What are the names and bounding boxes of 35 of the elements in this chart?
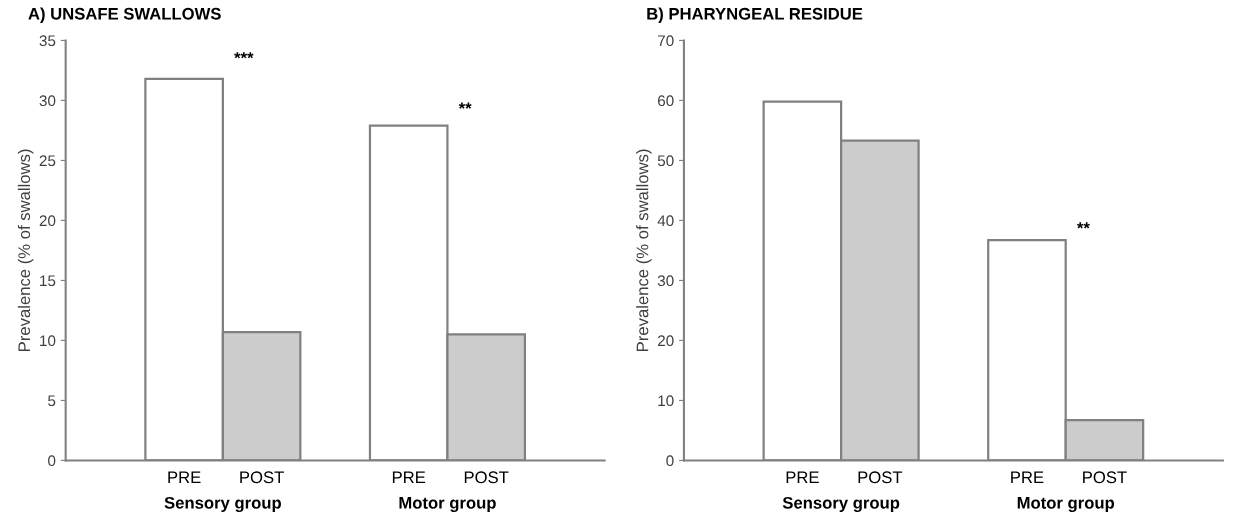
- y-tick-label: 0: [48, 455, 56, 467]
- text: PRE: [392, 471, 426, 483]
- x-tick-label: Sensory group: [164, 496, 281, 513]
- y-tick-label: 30: [657, 275, 674, 287]
- y-tick-label: 10: [658, 395, 674, 407]
- x-tick-label: Sensory group: [782, 496, 900, 513]
- series-label: PRE: [786, 471, 819, 483]
- text: POST: [1083, 471, 1127, 484]
- text: POST: [464, 471, 509, 484]
- series-label: PRE: [168, 471, 201, 483]
- y-tick-label: 70: [658, 35, 674, 47]
- y-tick-label: 35: [39, 35, 56, 47]
- y-tick-label: 0: [666, 455, 674, 467]
- series-label: POST: [858, 471, 903, 484]
- chart-title: A) UNSAFE SWALLOWS: [28, 7, 221, 23]
- text: PRE: [1011, 471, 1044, 483]
- y-tick-label: 30: [39, 95, 56, 107]
- y-tick-label: 5: [48, 395, 56, 407]
- chart-title: B) PHARYNGEAL RESIDUE: [647, 7, 863, 23]
- y-axis-title: Prevalence (% of swallows): [636, 149, 652, 351]
- y-tick-label: 20: [39, 215, 56, 227]
- x-tick-label: Motor group: [399, 497, 496, 513]
- x-tick-label: Motor group: [1017, 497, 1115, 513]
- annotation: **: [1076, 222, 1090, 229]
- y-tick-label: 10: [40, 335, 56, 347]
- y-axis-title: Prevalence (% of swallows): [17, 149, 34, 351]
- y-tick-label: 15: [40, 275, 56, 287]
- annotation: **: [458, 102, 472, 109]
- y-tick-label: 40: [657, 215, 674, 227]
- y-tick-label: 50: [657, 155, 674, 167]
- y-tick-label: 60: [657, 95, 674, 107]
- annotation: ***: [234, 52, 254, 59]
- y-tick-label: 25: [39, 155, 56, 167]
- y-tick-label: 20: [657, 335, 674, 347]
- series-label: POST: [240, 471, 284, 484]
